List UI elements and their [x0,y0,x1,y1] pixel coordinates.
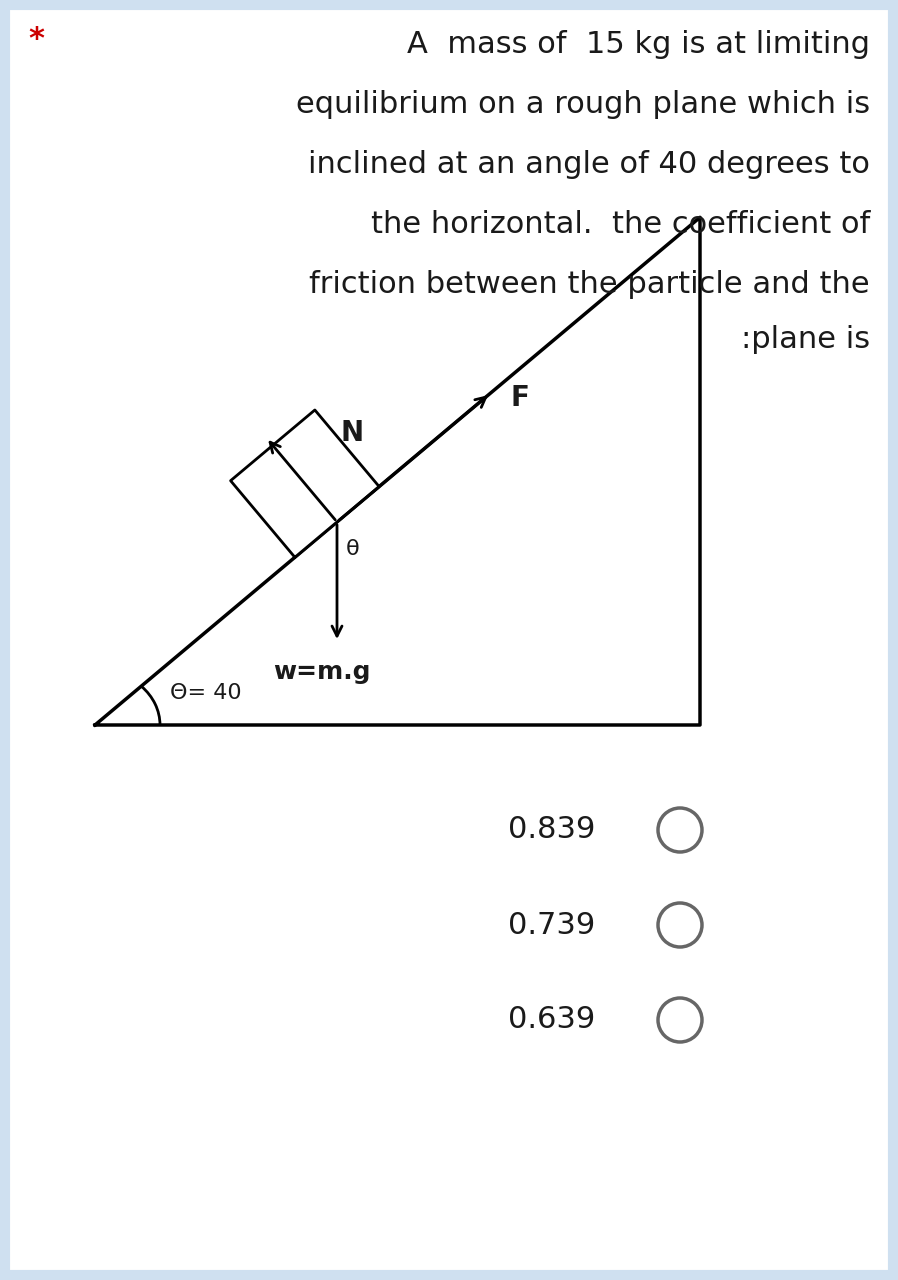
Text: F: F [510,384,529,412]
Text: Θ= 40: Θ= 40 [170,684,242,703]
Polygon shape [231,410,379,557]
Text: θ: θ [346,539,359,559]
Text: friction between the particle and the: friction between the particle and the [310,270,870,300]
Text: 0.839: 0.839 [507,815,595,845]
Text: A  mass of  15 kg is at limiting: A mass of 15 kg is at limiting [407,29,870,59]
Text: 0.639: 0.639 [507,1006,595,1034]
Text: the horizontal.  the coefficient of: the horizontal. the coefficient of [371,210,870,239]
Text: equilibrium on a rough plane which is: equilibrium on a rough plane which is [295,90,870,119]
FancyBboxPatch shape [8,8,890,1272]
Text: *: * [28,26,44,54]
Text: 0.739: 0.739 [507,910,595,940]
Text: w=m.g: w=m.g [273,660,371,684]
Text: inclined at an angle of 40 degrees to: inclined at an angle of 40 degrees to [308,150,870,179]
Text: N: N [340,419,364,447]
Text: :plane is: :plane is [741,325,870,355]
